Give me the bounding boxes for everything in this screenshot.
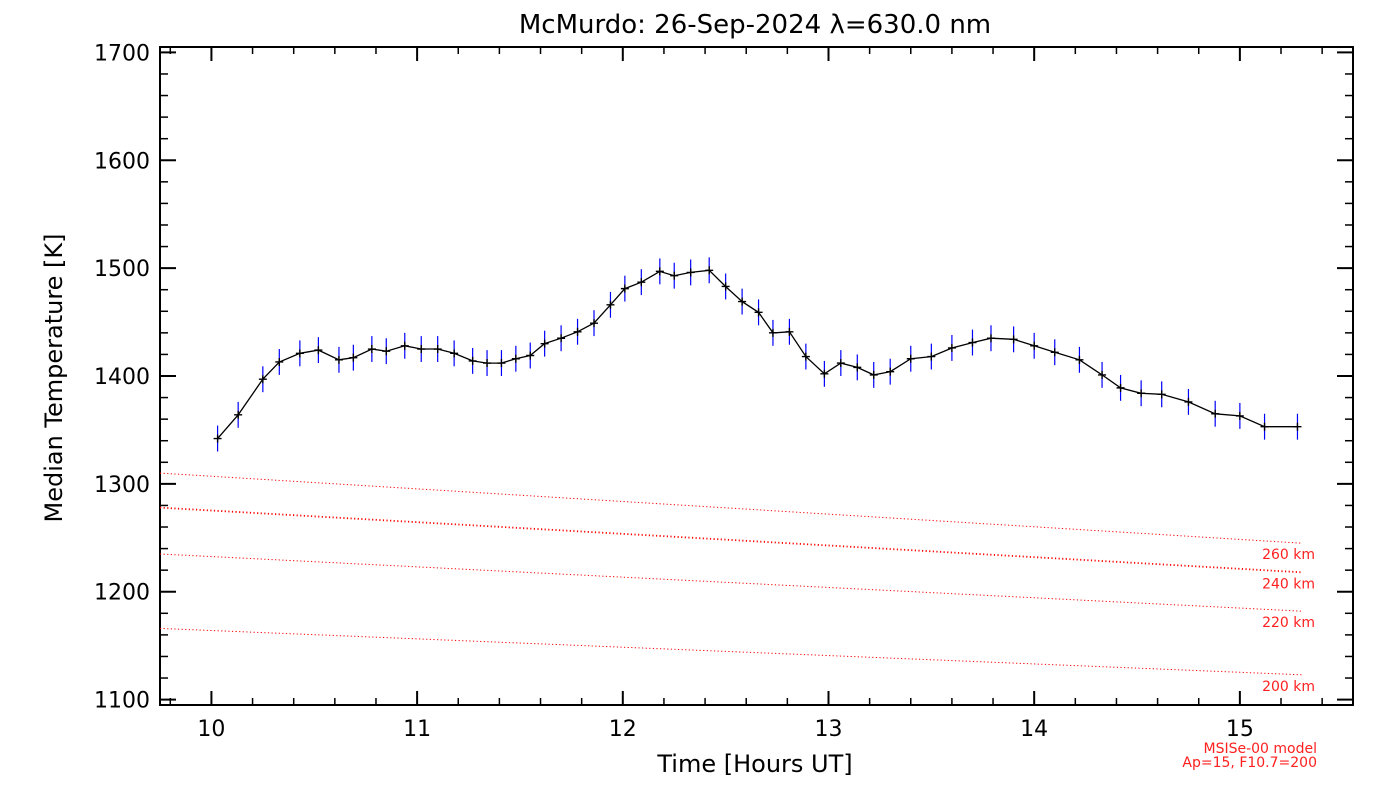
- data-point: [468, 356, 477, 365]
- data-point: [483, 359, 492, 368]
- model-lines: 260 km 240 km 220 km 200 km: [159, 472, 1315, 695]
- x-tick-label: 11: [403, 717, 431, 742]
- x-tick-label: 15: [1226, 717, 1254, 742]
- model-line-label: 220 km: [1262, 615, 1315, 631]
- data-point: [869, 370, 878, 379]
- model-line: [159, 553, 1302, 612]
- data-point: [275, 357, 284, 366]
- y-tick-label: 1700: [94, 41, 150, 66]
- data-point: [334, 355, 343, 364]
- data-point: [927, 352, 936, 361]
- x-tick-label: 10: [197, 717, 225, 742]
- data-point: [670, 271, 679, 280]
- data-point: [400, 341, 409, 350]
- data-point: [853, 363, 862, 372]
- model-line: [159, 472, 1302, 544]
- data-point: [754, 308, 763, 317]
- data-point: [433, 345, 442, 354]
- data-point: [1184, 397, 1193, 406]
- data-point: [1030, 341, 1039, 350]
- data-point: [1116, 383, 1125, 392]
- data-point: [1235, 411, 1244, 420]
- data-point: [1260, 422, 1269, 431]
- data-point: [1211, 409, 1220, 418]
- data-point: [820, 369, 829, 378]
- data-point: [968, 338, 977, 347]
- data-point: [1050, 348, 1059, 357]
- model-annotation-line1: MSISe-00 model: [1203, 741, 1317, 757]
- data-point: [1009, 335, 1018, 344]
- data-point: [417, 345, 426, 354]
- data-point: [511, 354, 520, 363]
- temperature-series: [213, 257, 1302, 452]
- data-point: [721, 282, 730, 291]
- model-line: [159, 627, 1302, 676]
- data-point: [526, 351, 535, 360]
- axes-frame: 10 11 12 13 14 15 1100 1200 1300 1400 1500 1600 1700: [94, 41, 1354, 742]
- data-point: [785, 327, 794, 336]
- x-tick-label: 14: [1020, 717, 1048, 742]
- data-point: [367, 345, 376, 354]
- data-point: [1293, 422, 1302, 431]
- data-point: [258, 375, 267, 384]
- temperature-line: [217, 269, 1298, 440]
- chart-title: McMurdo: 26-Sep-2024 λ=630.0 nm: [519, 10, 991, 40]
- model-line-label: 200 km: [1262, 679, 1315, 695]
- data-point: [557, 334, 566, 343]
- data-point: [947, 343, 956, 352]
- model-line: [159, 506, 1302, 574]
- data-point: [573, 327, 582, 336]
- data-point: [1075, 355, 1084, 364]
- y-tick-label: 1400: [94, 365, 150, 390]
- data-point: [637, 278, 646, 287]
- data-point: [906, 354, 915, 363]
- y-tick-label: 1500: [94, 257, 150, 282]
- data-point: [314, 346, 323, 355]
- data-point: [1098, 370, 1107, 379]
- data-point: [886, 367, 895, 376]
- data-point: [213, 434, 222, 443]
- data-point: [986, 334, 995, 343]
- data-point: [738, 297, 747, 306]
- data-point: [450, 349, 459, 358]
- data-point: [686, 268, 695, 277]
- data-point: [382, 347, 391, 356]
- y-tick-label: 1200: [94, 581, 150, 606]
- y-axis-label: Median Temperature [K]: [40, 233, 68, 522]
- y-tick-label: 1600: [94, 149, 150, 174]
- model-annotation-line2: Ap=15, F10.7=200: [1182, 755, 1317, 771]
- data-point: [606, 300, 615, 309]
- data-point: [234, 410, 243, 419]
- data-point: [497, 359, 506, 368]
- data-point: [655, 267, 664, 276]
- x-tick-label: 13: [814, 717, 842, 742]
- data-point: [1157, 390, 1166, 399]
- data-point: [836, 359, 845, 368]
- data-point: [768, 328, 777, 337]
- model-line-label: 240 km: [1262, 576, 1315, 592]
- data-point: [801, 352, 810, 361]
- model-line-label: 260 km: [1262, 547, 1315, 563]
- plot-frame: [159, 46, 1354, 706]
- x-axis-label: Time [Hours UT]: [656, 750, 852, 778]
- y-tick-label: 1100: [94, 689, 150, 714]
- x-tick-label: 12: [609, 717, 637, 742]
- data-point: [590, 319, 599, 328]
- data-point: [349, 353, 358, 362]
- y-tick-label: 1300: [94, 473, 150, 498]
- data-point: [540, 339, 549, 348]
- data-point: [295, 349, 304, 358]
- data-point: [620, 284, 629, 293]
- data-point: [705, 266, 714, 275]
- data-point: [1137, 389, 1146, 398]
